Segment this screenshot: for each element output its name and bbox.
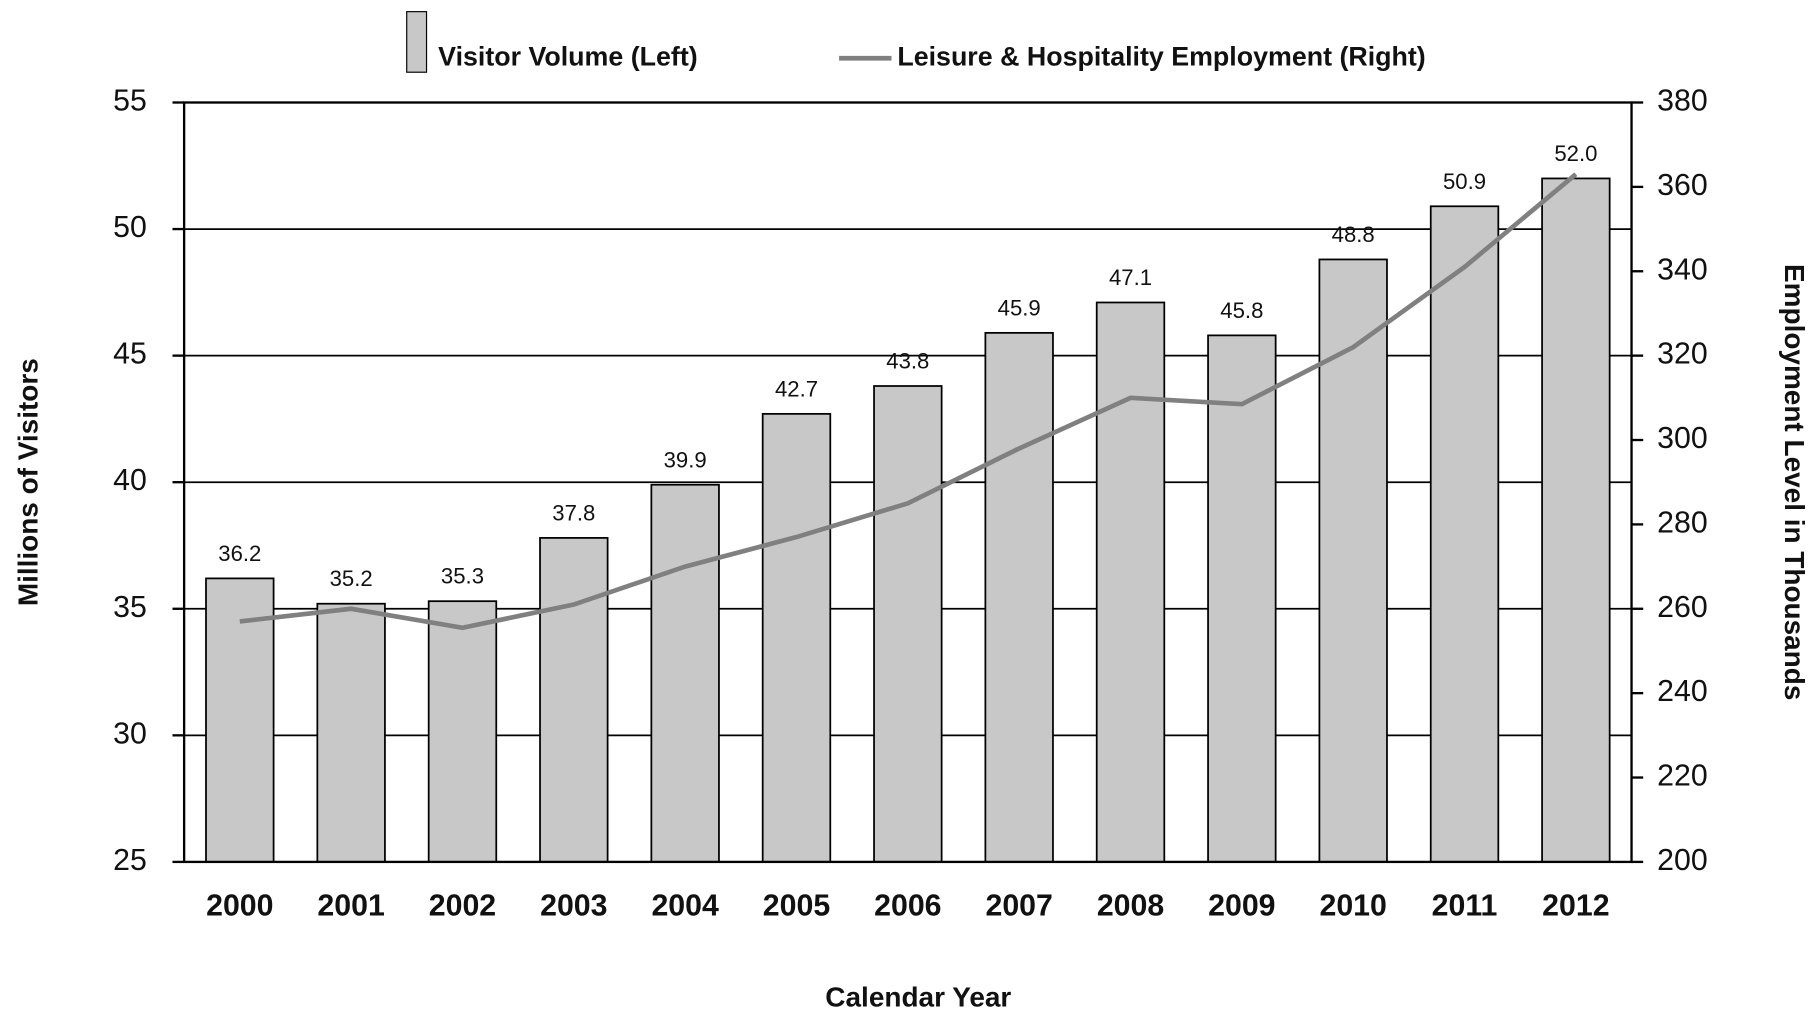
line: [239, 172, 1578, 631]
y-tick-label: 55: [113, 85, 147, 118]
y2-tick-label: 240: [1657, 675, 1708, 708]
value-label: 50.9: [1443, 169, 1486, 194]
x-tick-label: 2001: [317, 889, 384, 922]
x-tick-label: 2004: [651, 889, 719, 922]
bar: [984, 331, 1054, 863]
bar: [1541, 177, 1611, 863]
y-axis-label: Millions of Visitors: [13, 358, 44, 606]
value-label: 39.9: [664, 447, 707, 472]
y2-tick-label: 200: [1657, 844, 1708, 877]
y2-axis-label: Employment Level in Thousands: [1779, 264, 1810, 700]
x-tick-label: 2012: [1542, 889, 1609, 922]
y2-tick-label: 380: [1657, 85, 1708, 118]
bar: [873, 385, 943, 863]
x-tick-label: 2000: [206, 889, 273, 922]
plot-frame: [182, 101, 1633, 864]
value-label: 48.8: [1332, 222, 1375, 247]
x-axis-label: Calendar Year: [825, 982, 1011, 1011]
legend-label: Visitor Volume (Left): [438, 41, 697, 71]
y2-tick-label: 280: [1657, 506, 1708, 539]
value-label: 42.7: [775, 376, 818, 401]
value-label: 35.3: [441, 564, 484, 589]
legend-swatch: [406, 11, 428, 73]
y2-tick-label: 260: [1657, 591, 1708, 624]
bar: [205, 577, 275, 863]
y-tick-label: 35: [113, 591, 147, 624]
value-label: 35.2: [330, 566, 373, 591]
y2-tick-label: 360: [1657, 169, 1708, 202]
value-label: 45.9: [998, 295, 1041, 320]
y2-tick-label: 220: [1657, 760, 1708, 793]
y-tick-label: 40: [113, 464, 147, 497]
x-tick-label: 2010: [1319, 889, 1386, 922]
bar: [1207, 334, 1277, 863]
y-tick-label: 30: [113, 717, 147, 750]
y2-tick-label: 300: [1657, 422, 1708, 455]
y-tick-label: 25: [113, 844, 147, 877]
legend-label: Leisure & Hospitality Employment (Right): [897, 41, 1425, 71]
value-label: 45.8: [1220, 298, 1263, 323]
x-tick-label: 2009: [1208, 889, 1275, 922]
y-tick-label: 45: [113, 338, 147, 371]
value-label: 47.1: [1109, 265, 1152, 290]
bar: [427, 600, 498, 863]
bar: [539, 537, 609, 863]
value-label: 43.8: [886, 349, 929, 374]
y2-tick-label: 320: [1657, 338, 1708, 371]
value-label: 37.8: [552, 500, 595, 525]
bar: [1095, 301, 1166, 863]
x-tick-label: 2002: [429, 889, 496, 922]
x-tick-label: 2006: [874, 889, 941, 922]
x-tick-label: 2008: [1097, 889, 1164, 922]
x-tick-label: 2011: [1432, 889, 1498, 922]
x-tick-label: 2003: [540, 889, 607, 922]
value-label: 52.0: [1554, 141, 1597, 166]
bar: [316, 602, 386, 863]
x-tick-label: 2007: [985, 889, 1052, 922]
bar: [1429, 205, 1500, 863]
bar: [650, 483, 720, 863]
bar: [761, 412, 832, 863]
y-tick-label: 50: [113, 211, 147, 244]
value-label: 36.2: [218, 541, 261, 566]
y2-tick-label: 340: [1657, 253, 1708, 286]
x-tick-label: 2005: [763, 889, 830, 922]
